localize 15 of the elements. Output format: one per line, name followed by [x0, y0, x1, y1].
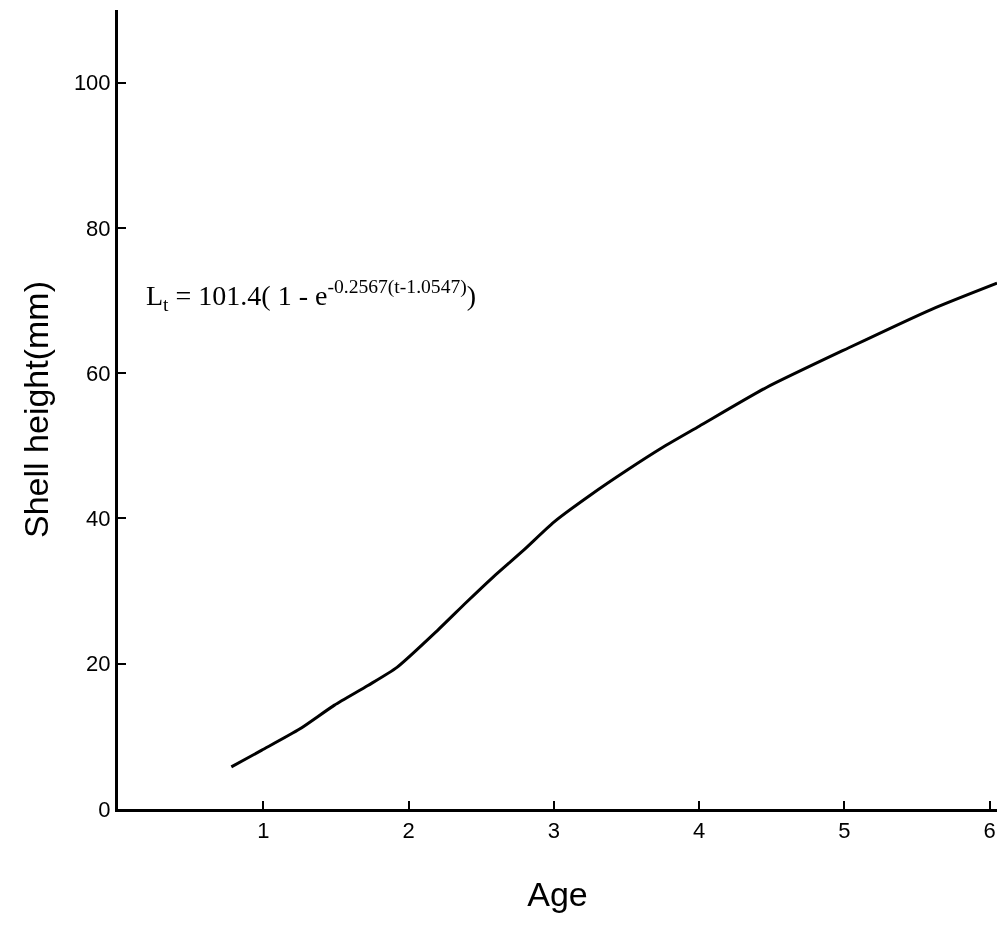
x-tick-label: 5 [838, 818, 851, 844]
y-tick-label: 80 [86, 215, 111, 241]
x-tick-label: 4 [693, 818, 706, 844]
y-tick-label: 20 [86, 651, 111, 677]
x-tick-label: 3 [547, 818, 560, 844]
x-tick-label: 2 [402, 818, 415, 844]
y-axis-title: Shell height(mm) [17, 281, 56, 538]
x-tick-label: 1 [257, 818, 270, 844]
y-tick-label: 60 [86, 360, 111, 386]
annotation: L$_{t}$ = 101.4( 1 - e$^{-0.2567(t-1.0547)}$) [146, 276, 477, 315]
y-tick-label: 100 [73, 70, 111, 96]
x-axis-title: Age [527, 874, 588, 913]
y-tick-label: 0 [98, 796, 111, 822]
x-tick-label: 6 [983, 818, 996, 844]
y-tick-label: 40 [86, 506, 111, 532]
